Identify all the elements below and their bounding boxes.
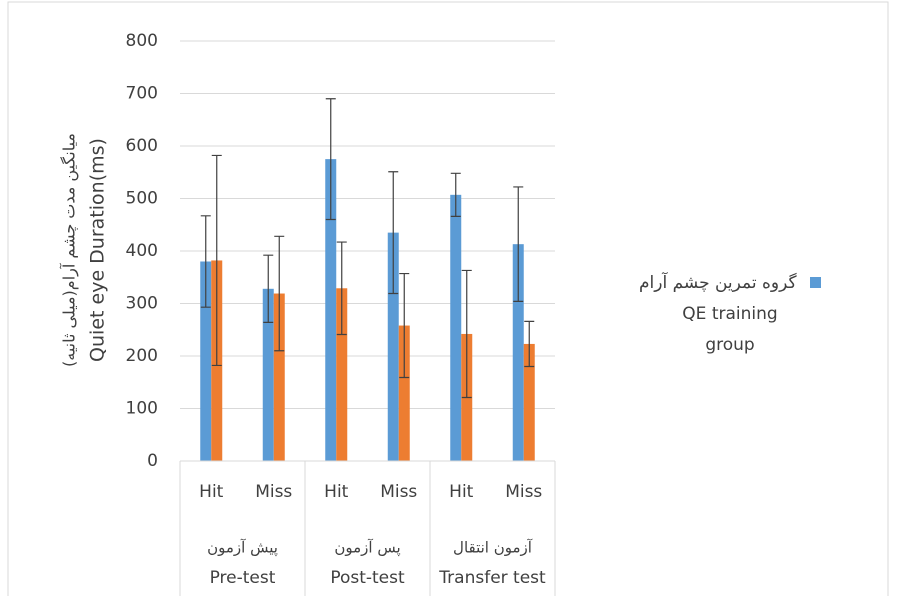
y-tick-label: 300 xyxy=(126,294,158,314)
legend-entry: گروه تمرین چشم آرام xyxy=(630,268,830,299)
x-tick-label: Hit xyxy=(449,482,474,502)
group-label: Transfer test xyxy=(438,568,546,588)
x-tick-label: Hit xyxy=(199,482,224,502)
x-tick-label: Miss xyxy=(505,482,542,502)
legend: گروه تمرین چشم آرام QE training group xyxy=(630,268,830,361)
y-tick-label: 0 xyxy=(147,451,158,471)
group-label: Post-test xyxy=(330,568,405,588)
legend-label: QE training group xyxy=(670,299,790,361)
y-tick-label: 800 xyxy=(126,31,158,51)
bar xyxy=(450,195,461,461)
group-label-fa: پس آزمون xyxy=(334,539,400,558)
y-tick-label: 700 xyxy=(126,84,158,104)
y-tick-label: 200 xyxy=(126,346,158,366)
y-axis-label: Quiet eye Duration(ms) xyxy=(87,138,109,362)
group-label-fa: پیش آزمون xyxy=(207,539,278,558)
y-axis-label-fa: میانگین مدت چشم آرام(میلی ثانیه) xyxy=(60,133,80,367)
y-tick-label: 400 xyxy=(126,241,158,261)
legend-swatch xyxy=(810,277,821,288)
x-tick-label: Miss xyxy=(380,482,417,502)
group-label: Pre-test xyxy=(210,568,276,588)
x-tick-label: Miss xyxy=(255,482,292,502)
legend-label-fa: گروه تمرین چشم آرام xyxy=(639,273,797,293)
page: میانگین مدت چشم آرام(میلی ثانیه) Quiet e… xyxy=(0,0,899,596)
y-tick-label: 500 xyxy=(126,189,158,209)
x-tick-label: Hit xyxy=(324,482,349,502)
y-tick-label: 600 xyxy=(126,136,158,156)
y-tick-label: 100 xyxy=(126,399,158,419)
group-label-fa: آزمون انتقال xyxy=(453,539,533,557)
